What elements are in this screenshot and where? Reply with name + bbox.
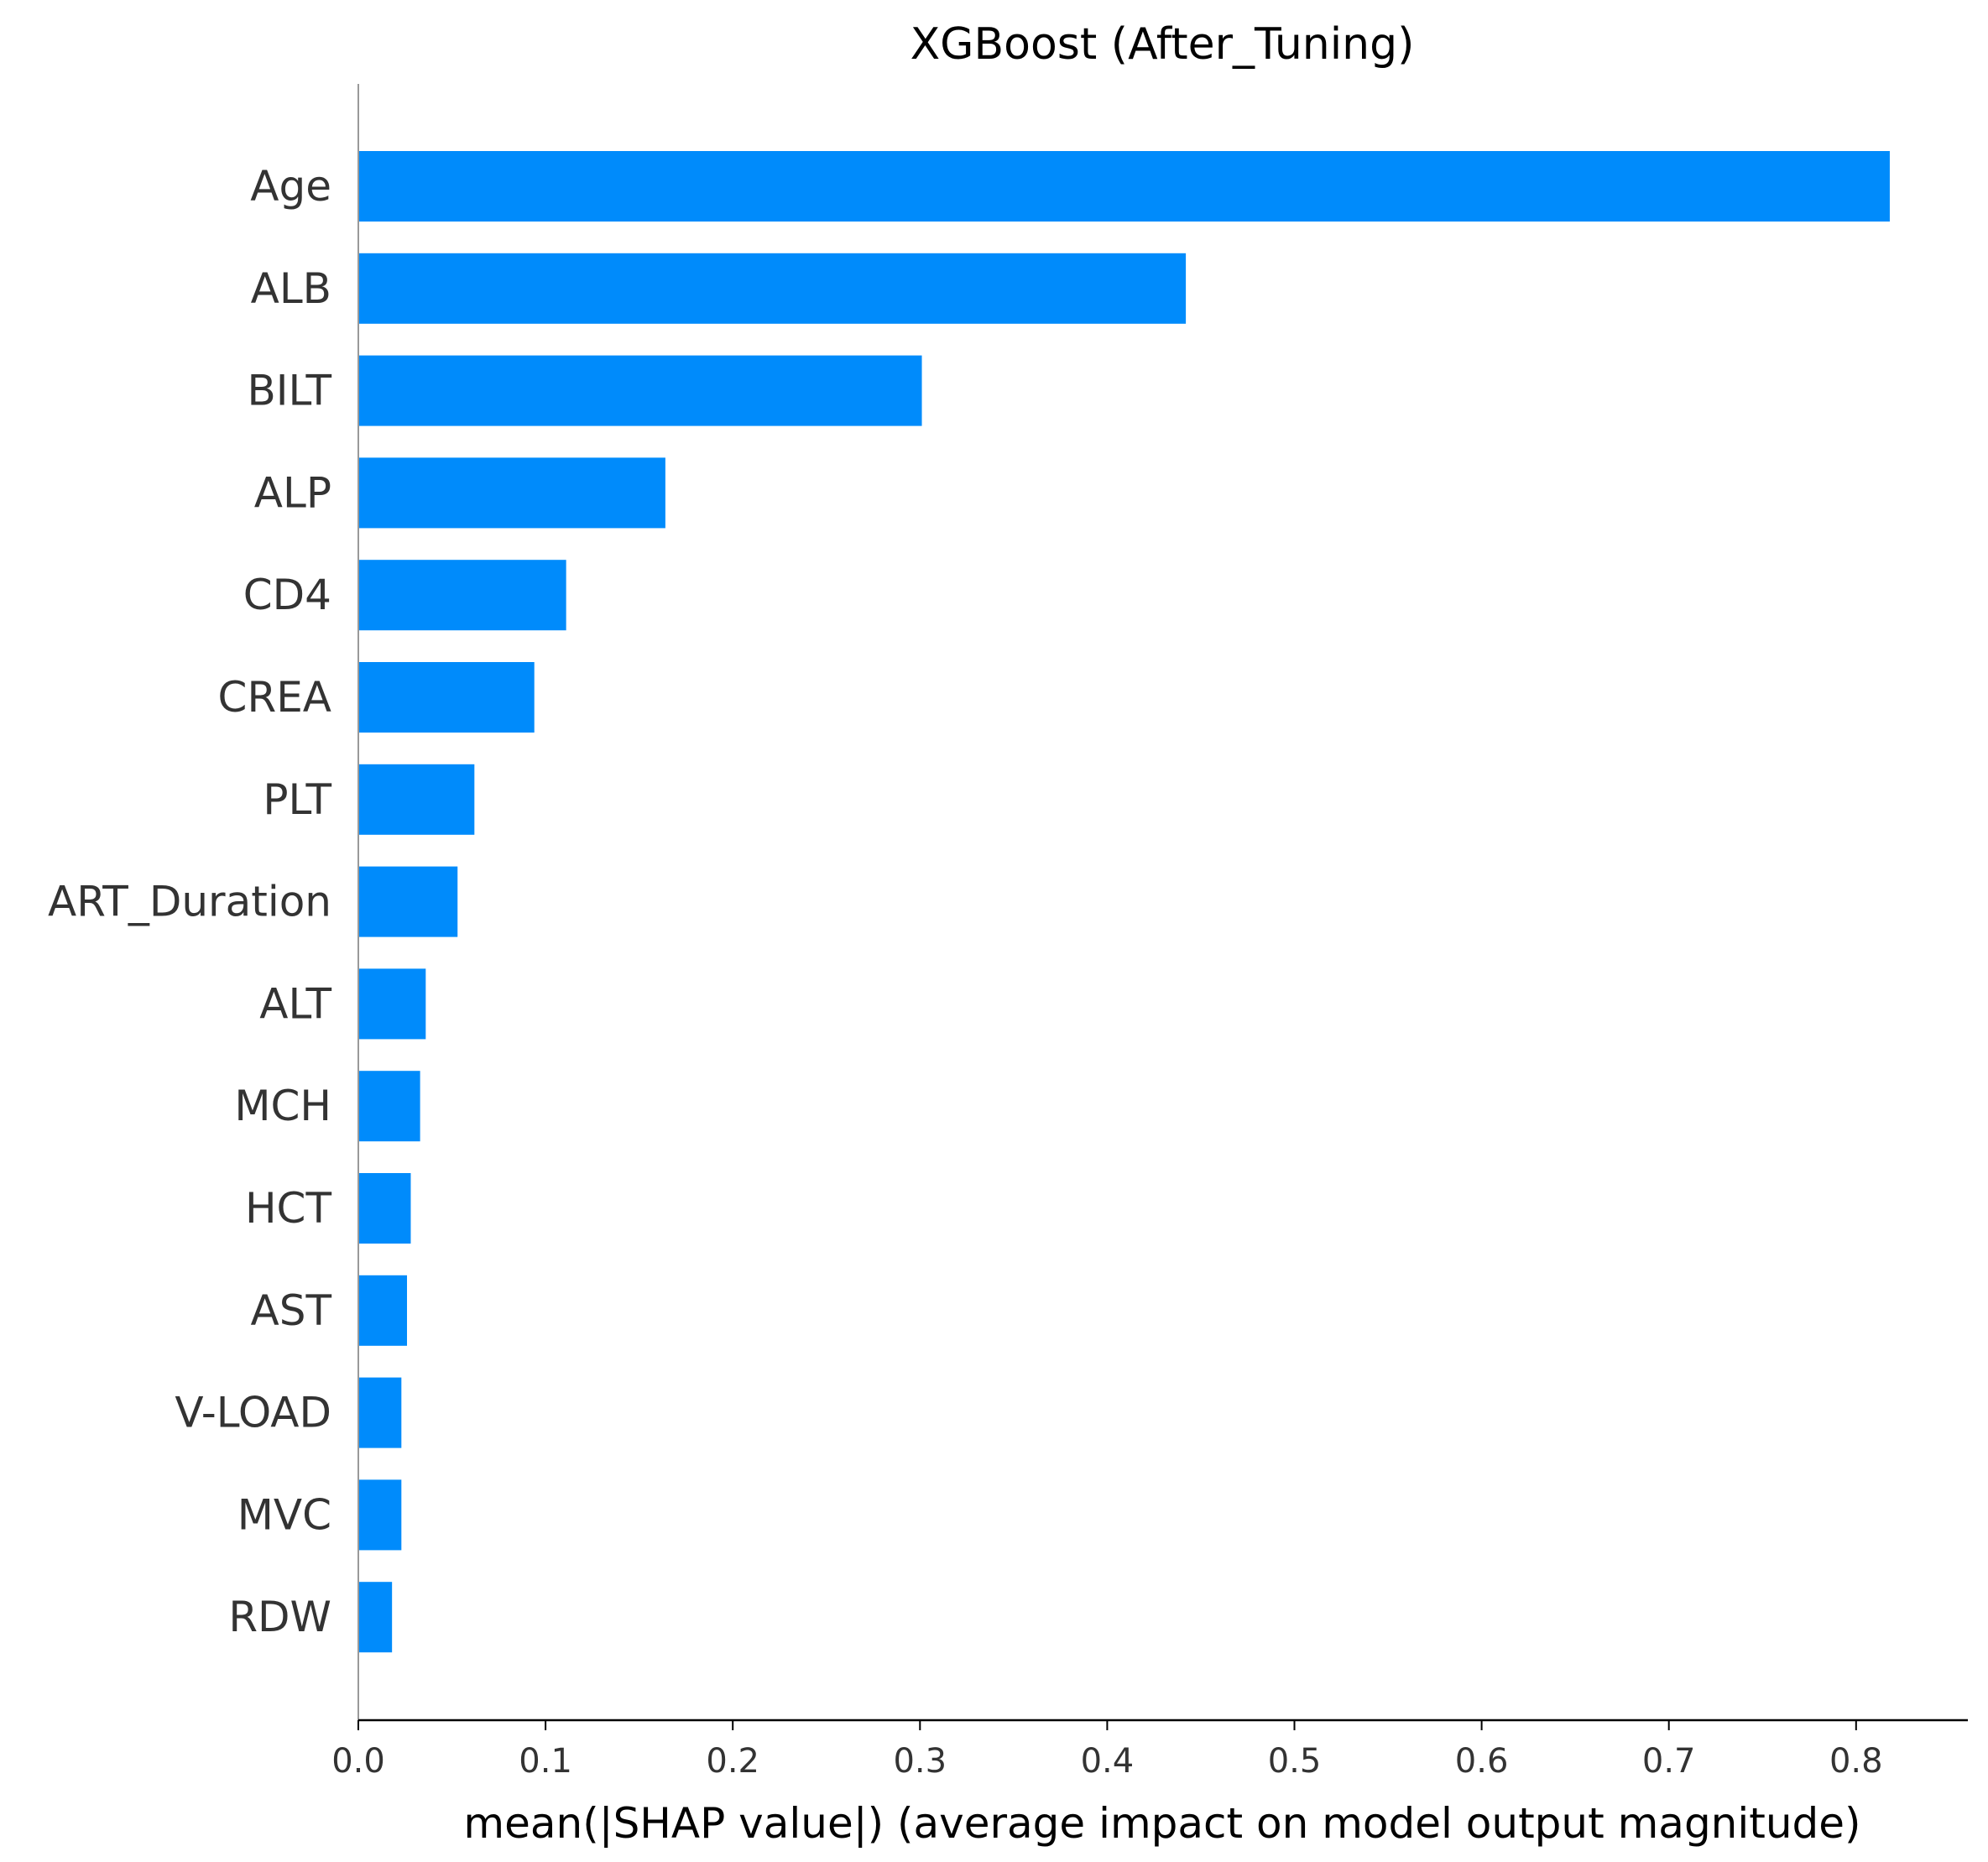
y-tick-label: MCH bbox=[234, 1082, 331, 1130]
y-axis-labels: Age ALB BILT ALP CD4 CREA PLT ART_Duration ALT MC… bbox=[48, 162, 331, 1641]
bar-v-load bbox=[358, 1377, 402, 1448]
x-tick-label: 0.1 bbox=[519, 1742, 572, 1781]
bar-alt bbox=[358, 968, 426, 1040]
y-tick-label: Age bbox=[250, 162, 331, 211]
bar-cd4 bbox=[358, 560, 566, 631]
y-tick-label: CD4 bbox=[243, 571, 331, 619]
bar-plt bbox=[358, 764, 475, 835]
y-tick-label: ALP bbox=[254, 468, 331, 517]
x-tick-label: 0.5 bbox=[1268, 1742, 1322, 1781]
bar-mvc bbox=[358, 1479, 402, 1551]
bar-hct bbox=[358, 1173, 411, 1244]
bar-ast bbox=[358, 1275, 408, 1346]
bar-age bbox=[358, 151, 1890, 222]
bar-mch bbox=[358, 1071, 420, 1142]
x-tick-label: 0.0 bbox=[331, 1742, 385, 1781]
bar-alb bbox=[358, 253, 1187, 324]
x-axis-ticks: 0.0 0.1 0.2 0.3 0.4 0.5 0.6 0.7 0.8 bbox=[331, 1720, 1883, 1781]
x-axis-label: mean(|SHAP value|) (average impact on mo… bbox=[463, 1799, 1860, 1848]
bar-alp bbox=[358, 457, 665, 529]
chart-title: XGBoost (After_Tuning) bbox=[911, 19, 1415, 70]
x-tick-label: 0.8 bbox=[1829, 1742, 1883, 1781]
y-tick-label: PLT bbox=[263, 775, 331, 824]
x-tick-label: 0.4 bbox=[1081, 1742, 1135, 1781]
y-tick-label: ALT bbox=[259, 979, 331, 1028]
x-tick-label: 0.3 bbox=[893, 1742, 947, 1781]
y-tick-label: CREA bbox=[218, 673, 331, 722]
y-tick-label: V-LOAD bbox=[175, 1389, 331, 1437]
bar-bilt bbox=[358, 355, 922, 426]
y-tick-label: AST bbox=[251, 1286, 332, 1335]
y-tick-label: HCT bbox=[245, 1184, 332, 1233]
y-tick-label: ALB bbox=[251, 264, 331, 313]
x-tick-label: 0.7 bbox=[1642, 1742, 1696, 1781]
x-tick-label: 0.2 bbox=[706, 1742, 759, 1781]
bar-rdw bbox=[358, 1582, 393, 1653]
bar-art-duration bbox=[358, 866, 458, 937]
y-tick-label: BILT bbox=[247, 367, 331, 415]
bar-crea bbox=[358, 662, 535, 733]
x-tick-label: 0.6 bbox=[1455, 1742, 1509, 1781]
y-tick-label: ART_Duration bbox=[48, 878, 331, 926]
y-tick-label: RDW bbox=[228, 1593, 331, 1641]
y-tick-label: MVC bbox=[237, 1490, 331, 1539]
bars bbox=[358, 151, 1890, 1653]
